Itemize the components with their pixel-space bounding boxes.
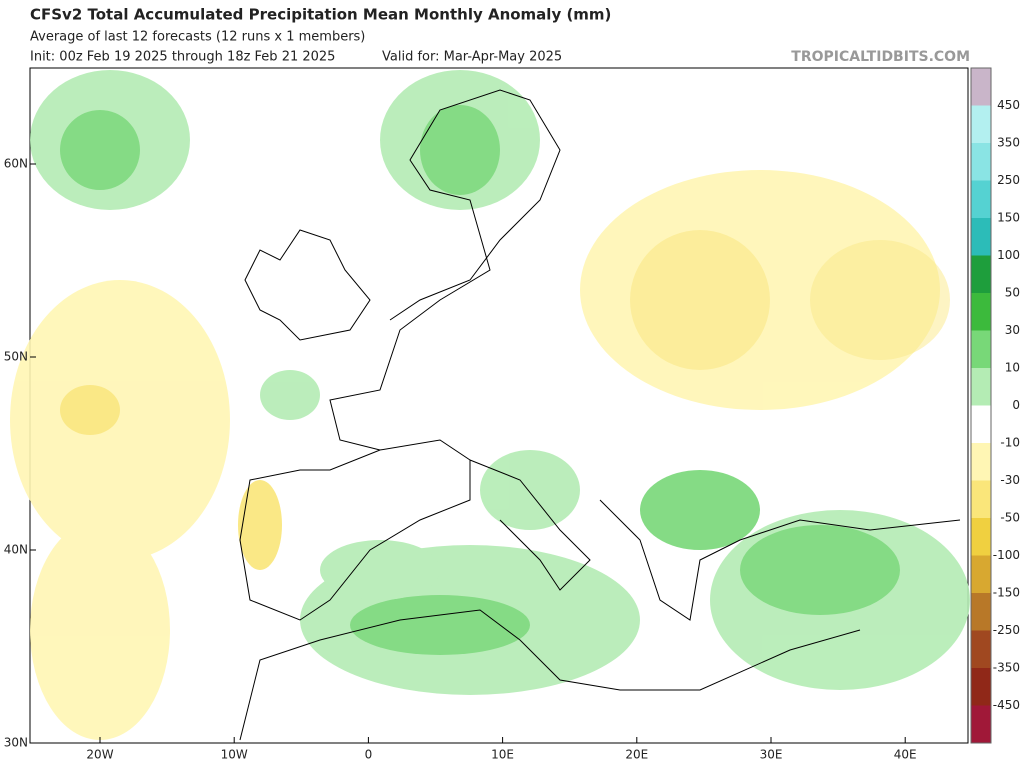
field (60, 110, 140, 190)
colorbar-label: -350 (993, 661, 1020, 675)
colorbar-label: 150 (997, 211, 1020, 225)
colorbar-segment (971, 218, 991, 256)
field (810, 240, 950, 360)
colorbar-label: 0 (1012, 398, 1020, 412)
valid: Valid for: Mar-Apr-May 2025 (382, 50, 562, 65)
colorbar-segment (971, 180, 991, 218)
colorbar-segment (971, 630, 991, 668)
colorbar-label: -250 (993, 623, 1020, 637)
field (60, 385, 120, 435)
subtitle: Average of last 12 forecasts (12 runs x … (30, 30, 365, 45)
field (640, 470, 760, 550)
lon-label: 0 (365, 748, 373, 762)
colorbar-label: -100 (993, 548, 1020, 562)
colorbar-label: 250 (997, 173, 1020, 187)
lon-label: 20W (86, 748, 113, 762)
colorbar-segment (971, 68, 991, 106)
field (350, 595, 530, 655)
colorbar-segment (971, 405, 991, 443)
lon-label: 30E (760, 748, 783, 762)
coastlines (239, 89, 961, 741)
lon-label: 10E (491, 748, 514, 762)
map: 60N 50N 40N 30N 20W 10W 0 10E 20E 30E 40E (4, 67, 970, 762)
coastline (239, 609, 861, 741)
anomaly-fields (10, 70, 970, 740)
colorbar-label: 10 (1005, 361, 1020, 375)
colorbar-segment (971, 368, 991, 406)
colorbar: 4503502501501005030100-10-30-50-100-150-… (970, 67, 1020, 744)
lat-label: 60N (4, 157, 28, 171)
colorbar-segment (971, 443, 991, 481)
title: CFSv2 Total Accumulated Precipitation Me… (30, 6, 611, 24)
colorbar-label: -150 (993, 586, 1020, 600)
colorbar-label: -10 (1000, 436, 1020, 450)
coastline (239, 439, 471, 621)
colorbar-label: 350 (997, 136, 1020, 150)
field (480, 450, 580, 530)
colorbar-label: 30 (1005, 323, 1020, 337)
colorbar-segment (971, 330, 991, 368)
coastline (244, 229, 371, 341)
field (10, 280, 230, 560)
colorbar-segment (971, 255, 991, 293)
lat-label: 40N (4, 543, 28, 557)
colorbar-label: -30 (1000, 473, 1020, 487)
colorbar-segment (971, 480, 991, 518)
colorbar-segment (971, 668, 991, 706)
colorbar-label: 50 (1005, 286, 1020, 300)
field (260, 370, 320, 420)
init: Init: 00z Feb 19 2025 through 18z Feb 21… (30, 50, 335, 65)
colorbar-label: 450 (997, 98, 1020, 112)
field (238, 480, 282, 570)
colorbar-segment (971, 105, 991, 143)
colorbar-segment (971, 293, 991, 331)
lat-label: 30N (4, 736, 28, 750)
field (320, 540, 440, 600)
colorbar-segment (971, 593, 991, 631)
lon-label: 40E (894, 748, 917, 762)
field (30, 520, 170, 740)
colorbar-segment (971, 705, 991, 743)
watermark: TROPICALTIDBITS.COM (791, 49, 970, 65)
coastline (469, 459, 591, 591)
coastline (599, 499, 961, 621)
field (740, 525, 900, 615)
colorbar-segment (971, 555, 991, 593)
colorbar-segment (971, 143, 991, 181)
colorbar-frame (970, 67, 992, 744)
colorbar-label: 100 (997, 248, 1020, 262)
field (630, 230, 770, 370)
coastline (329, 89, 561, 451)
field (420, 105, 500, 195)
lon-label: 20E (625, 748, 648, 762)
colorbar-label: -450 (993, 698, 1020, 712)
lon-label: 10W (221, 748, 248, 762)
colorbar-label: -50 (1000, 511, 1020, 525)
colorbar-segment (971, 518, 991, 556)
lat-label: 50N (4, 350, 28, 364)
